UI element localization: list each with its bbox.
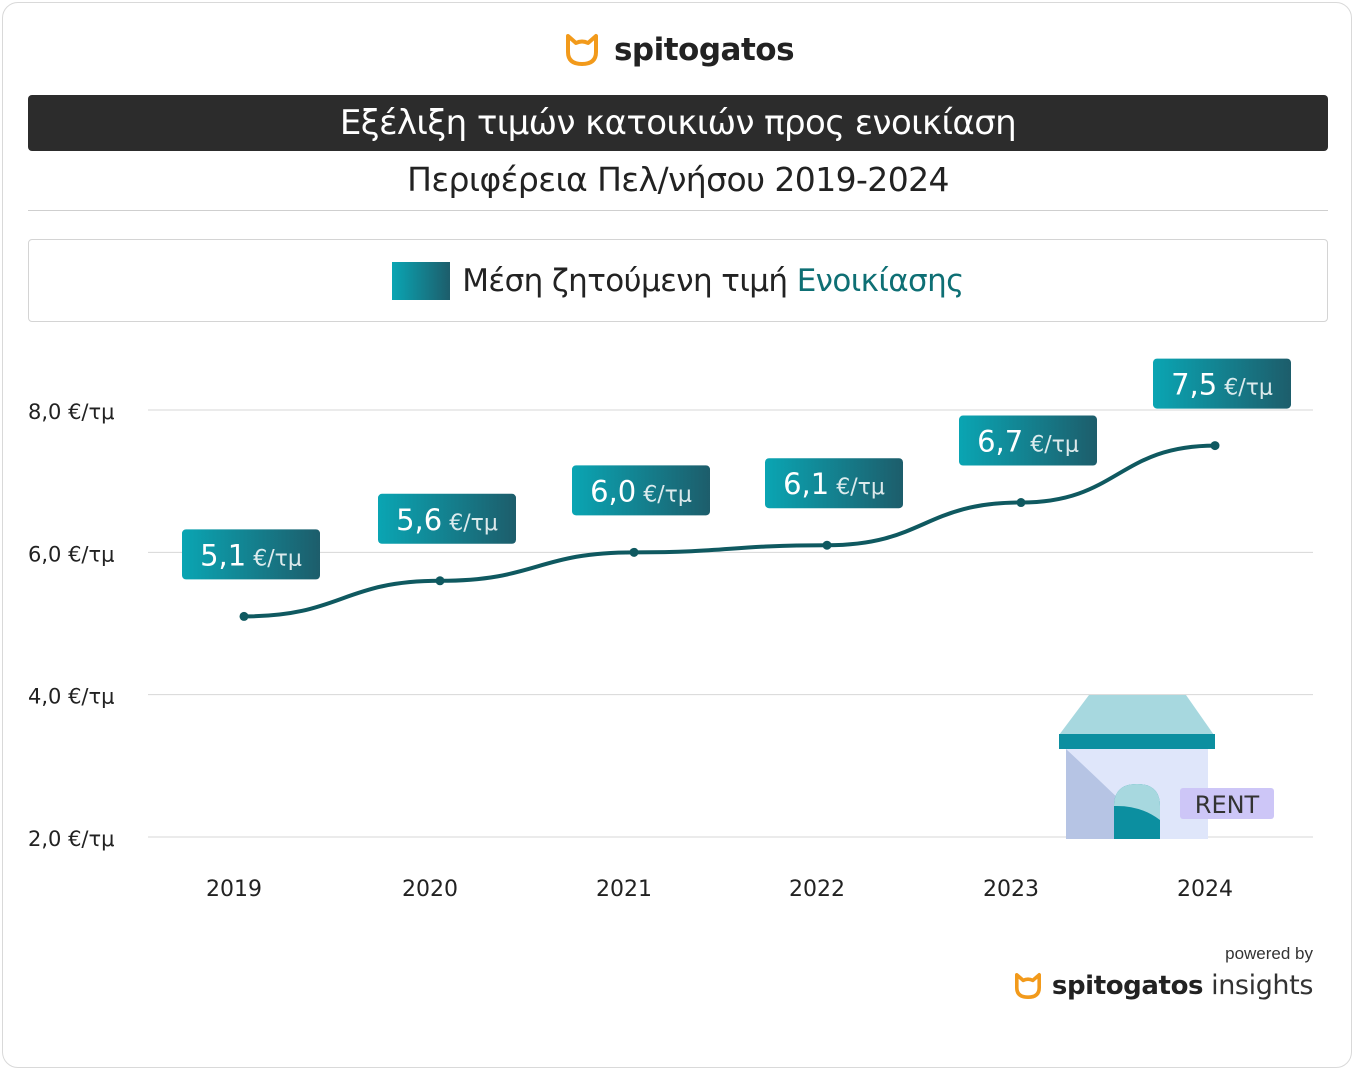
data-label: 6,1 €/τμ	[765, 458, 903, 509]
y-tick-label: 6,0 €/τμ	[28, 542, 115, 566]
data-label-text: 7,5 €/τμ	[1171, 368, 1273, 402]
y-tick-label: 2,0 €/τμ	[28, 827, 115, 851]
x-tick-label: 2019	[206, 877, 262, 902]
data-point	[822, 540, 832, 550]
data-point	[1210, 441, 1220, 451]
house-eave	[1059, 734, 1215, 749]
footer-brand: spitogatos insights	[1012, 970, 1313, 1001]
data-label: 5,1 €/τμ	[182, 529, 320, 580]
data-label-box	[572, 465, 710, 516]
rent-house-icon: RENT	[1059, 695, 1274, 839]
legend-label: Μέση ζητούμενη τιμή Ενοικίασης	[462, 262, 965, 299]
subtitle-divider	[28, 210, 1328, 211]
data-label-text: 6,7 €/τμ	[977, 425, 1079, 459]
data-label-box	[378, 493, 516, 544]
y-tick-label: 4,0 €/τμ	[28, 685, 115, 709]
data-label: 5,6 €/τμ	[378, 493, 516, 544]
data-point	[435, 576, 445, 586]
x-tick-label: 2021	[596, 877, 652, 902]
house-door-top	[1114, 784, 1160, 820]
data-label-text: 6,0 €/τμ	[590, 474, 692, 508]
x-tick-label: 2022	[789, 877, 845, 902]
x-tick-label: 2020	[402, 877, 458, 902]
data-point	[1016, 498, 1026, 508]
footer-brand-name: spitogatos	[1051, 970, 1204, 1001]
data-label: 6,0 €/τμ	[572, 465, 710, 516]
y-tick-label: 8,0 €/τμ	[28, 400, 115, 424]
data-label-text: 5,6 €/τμ	[396, 503, 498, 537]
legend-swatch	[392, 261, 451, 300]
legend-label-accent: Ενοικίασης	[796, 262, 965, 299]
data-label-text: 5,1 €/τμ	[200, 538, 302, 572]
legend: Μέση ζητούμενη τιμή Ενοικίασης	[28, 239, 1328, 322]
legend-label-prefix: Μέση ζητούμενη τιμή	[462, 262, 788, 299]
data-label: 7,5 €/τμ	[1153, 358, 1291, 409]
footer-cat-head-icon	[1014, 972, 1041, 999]
brand-header: spitogatos	[0, 32, 1356, 68]
series-line	[242, 443, 1217, 619]
house-roof	[1059, 695, 1214, 735]
data-label-box	[1153, 358, 1291, 409]
footer-product-name: insights	[1211, 970, 1313, 1001]
x-tick-label: 2024	[1177, 877, 1233, 902]
brand-name: spitogatos	[613, 32, 795, 68]
x-tick-label: 2023	[983, 877, 1039, 902]
chart-title: Εξέλιξη τιμών κατοικιών προς ενοικίαση	[28, 95, 1328, 151]
cat-head-icon	[565, 34, 598, 66]
rent-badge-text: RENT	[1195, 791, 1260, 819]
powered-by-text: powered by	[1225, 944, 1313, 963]
chart-subtitle: Περιφέρεια Πελ/νήσου 2019-2024	[407, 160, 949, 199]
data-label: 6,7 €/τμ	[959, 415, 1097, 466]
data-label-box	[765, 458, 903, 509]
data-label-text: 6,1 €/τμ	[783, 467, 885, 501]
rent-badge	[1180, 788, 1274, 819]
data-point	[629, 547, 639, 557]
data-label-box	[182, 529, 320, 580]
data-label-box	[959, 415, 1097, 466]
data-point	[239, 611, 249, 621]
